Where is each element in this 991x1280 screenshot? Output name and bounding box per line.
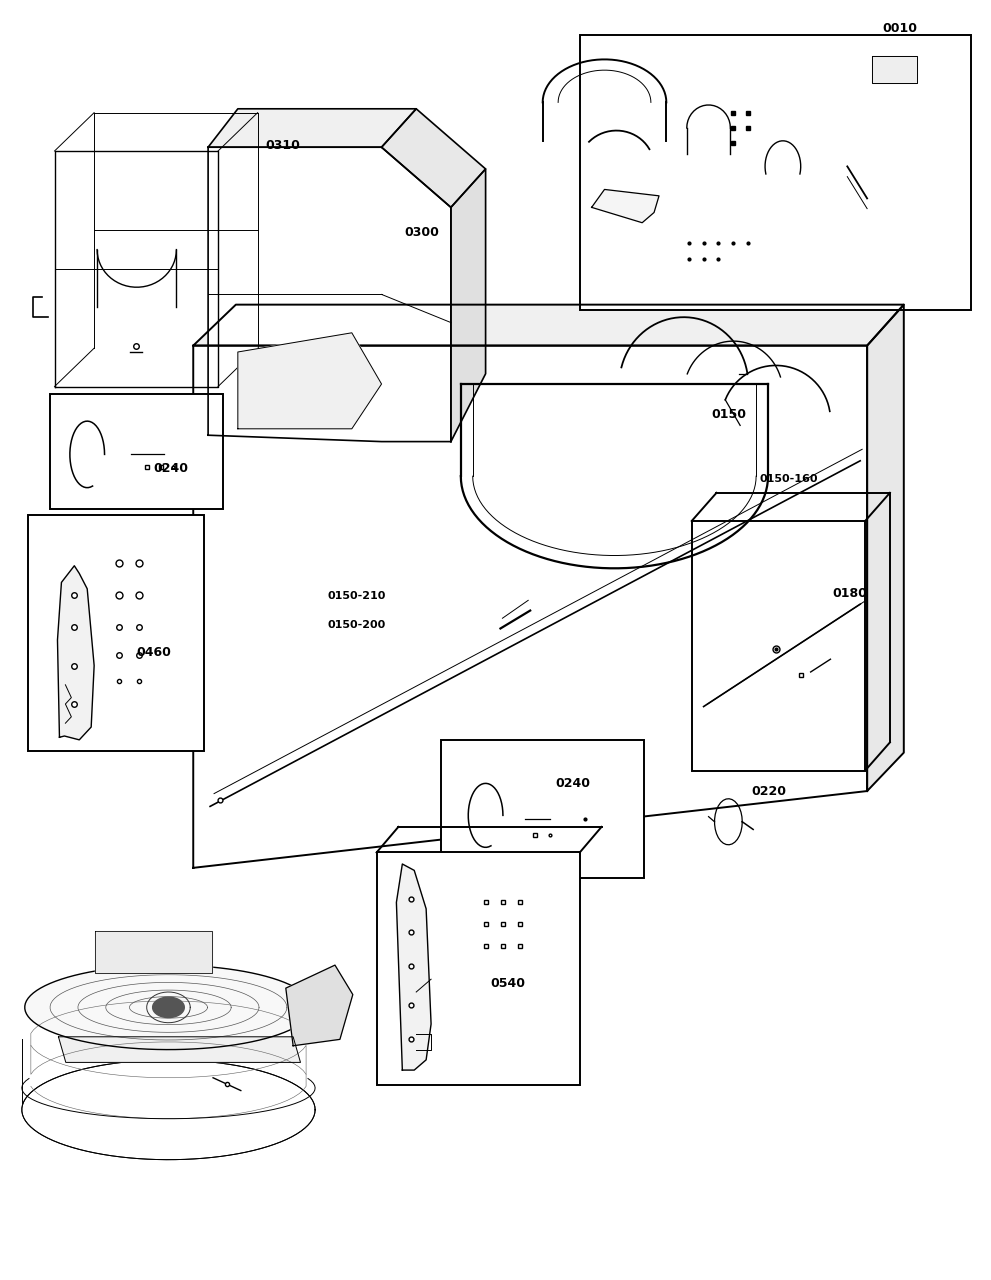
Text: 0460: 0460	[137, 646, 171, 659]
Polygon shape	[396, 864, 431, 1070]
Polygon shape	[238, 333, 382, 429]
Polygon shape	[208, 109, 416, 147]
Polygon shape	[58, 1037, 300, 1062]
Polygon shape	[25, 965, 312, 1050]
Bar	[28, 515, 204, 751]
Bar	[50, 394, 223, 509]
Polygon shape	[193, 346, 867, 868]
Polygon shape	[592, 189, 659, 223]
Polygon shape	[153, 997, 184, 1018]
Bar	[692, 521, 865, 771]
Polygon shape	[285, 965, 353, 1046]
Polygon shape	[208, 147, 451, 442]
Bar	[580, 35, 971, 310]
Polygon shape	[95, 931, 212, 973]
Bar	[377, 852, 580, 1085]
Polygon shape	[872, 56, 917, 83]
Text: 0150-200: 0150-200	[327, 620, 385, 630]
Text: 0240: 0240	[555, 777, 590, 790]
Polygon shape	[22, 1060, 315, 1160]
Text: 0010: 0010	[882, 22, 917, 35]
Text: 0150-160: 0150-160	[759, 474, 818, 484]
Polygon shape	[382, 109, 486, 207]
Text: 0240: 0240	[154, 462, 188, 475]
Polygon shape	[193, 305, 904, 346]
Text: PartsTrēē: PartsTrēē	[303, 573, 688, 643]
Text: 0300: 0300	[404, 227, 439, 239]
Text: 0150: 0150	[712, 408, 746, 421]
Text: 0150-210: 0150-210	[327, 591, 385, 602]
Polygon shape	[57, 566, 94, 740]
Polygon shape	[451, 169, 486, 442]
Text: 0180: 0180	[832, 588, 867, 600]
Text: TM: TM	[758, 566, 775, 576]
Text: 0310: 0310	[266, 140, 300, 152]
Polygon shape	[867, 305, 904, 791]
Bar	[441, 740, 644, 878]
Text: 0220: 0220	[751, 785, 786, 797]
Text: 0540: 0540	[491, 977, 525, 989]
